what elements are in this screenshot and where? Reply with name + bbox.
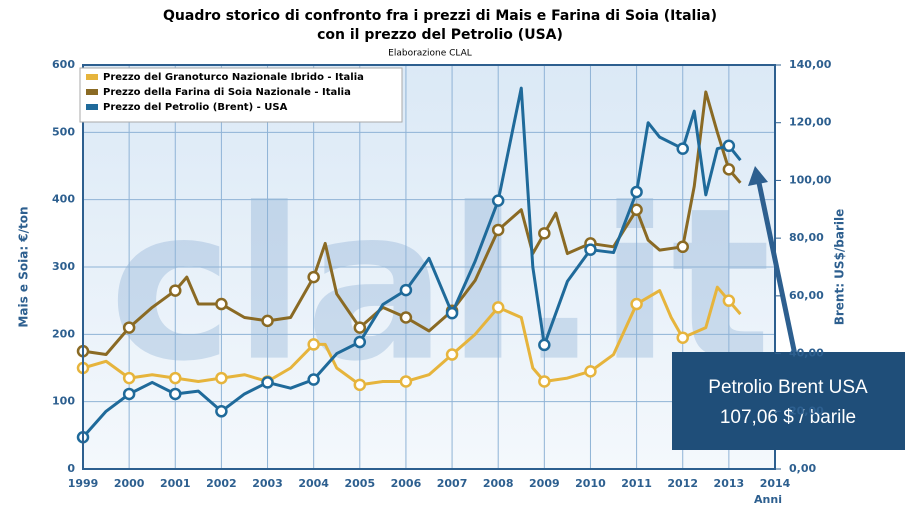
x-tick-label: 2006 <box>391 477 422 490</box>
data-point <box>307 338 320 351</box>
data-point <box>538 227 551 240</box>
x-tick-label: 2008 <box>483 477 514 490</box>
data-line <box>81 86 742 439</box>
x-tick-label: 2011 <box>621 477 652 490</box>
data-point <box>261 314 274 328</box>
data-point <box>169 387 182 401</box>
annotation-arrowhead <box>748 166 768 186</box>
y2-tick-label: 120,00 <box>789 116 832 129</box>
legend: Prezzo del Granoturco Nazionale Ibrido -… <box>79 67 403 123</box>
data-point <box>491 194 505 207</box>
annotation-text: Petrolio Brent USA <box>708 377 868 398</box>
lines <box>76 86 742 444</box>
annotation-arrow <box>755 177 798 356</box>
data-point <box>630 185 643 199</box>
x-tick-label: 2013 <box>714 477 745 490</box>
data-point <box>169 371 182 385</box>
data-point <box>445 306 459 320</box>
data-point <box>722 294 736 307</box>
data-point <box>399 283 413 297</box>
chart-title: Quadro storico di confronto fra i prezzi… <box>163 8 717 24</box>
data-point <box>353 378 367 392</box>
data-point <box>122 321 136 334</box>
data-point <box>538 338 551 352</box>
data-point <box>215 371 228 385</box>
data-point <box>630 203 643 217</box>
x-tick-label: 2002 <box>206 477 237 490</box>
data-point <box>676 142 689 155</box>
chart-subtitle: Elaborazione CLAL <box>388 49 472 59</box>
legend-box <box>79 67 403 123</box>
legend-swatch <box>86 104 98 110</box>
x-tick-label: 2009 <box>529 477 560 490</box>
data-point <box>307 270 320 284</box>
legend-label: Prezzo del Petrolio (Brent) - USA <box>103 102 288 113</box>
data-point <box>676 331 689 344</box>
data-point <box>261 376 274 389</box>
data-point <box>538 375 551 388</box>
annotation-box <box>672 352 905 450</box>
data-point <box>307 373 320 386</box>
y2-tick-label: 0,00 <box>789 462 816 475</box>
data-point <box>584 243 597 256</box>
data-point <box>676 240 689 254</box>
data-point <box>353 335 367 349</box>
x-axis-label: Anni <box>754 493 782 506</box>
data-point <box>491 223 505 237</box>
x-tick-label: 1999 <box>68 477 99 490</box>
data-point <box>122 371 136 385</box>
legend-swatch <box>86 74 98 80</box>
x-tick-label: 2010 <box>575 477 606 490</box>
data-point <box>722 139 736 153</box>
x-tick-label: 2007 <box>437 477 468 490</box>
data-point <box>215 405 228 418</box>
x-tick-label: 2012 <box>667 477 698 490</box>
y2-tick-label: 40,00 <box>789 347 824 360</box>
y2-tick-label: 100,00 <box>789 173 832 186</box>
y-tick-label: 500 <box>52 125 75 138</box>
data-point <box>445 348 459 361</box>
y2-tick-label: 60,00 <box>789 289 824 302</box>
data-line <box>82 285 742 387</box>
y-tick-label: 200 <box>52 327 75 340</box>
x-tick-label: 2005 <box>344 477 375 490</box>
data-point <box>399 311 413 324</box>
data-point <box>491 301 505 314</box>
x-tick-label: 2014 <box>760 477 791 490</box>
data-point <box>353 321 367 334</box>
legend-label: Prezzo del Granoturco Nazionale Ibrido -… <box>103 72 364 83</box>
y2-tick-label: 80,00 <box>789 231 824 244</box>
y-tick-label: 600 <box>52 58 75 71</box>
x-tick-label: 2001 <box>160 477 191 490</box>
x-tick-label: 2003 <box>252 477 283 490</box>
y2-tick-label: 20,00 <box>789 404 824 417</box>
legend-swatch <box>86 89 98 95</box>
data-point <box>584 365 597 378</box>
x-tick-label: 2000 <box>114 477 145 490</box>
y-tick-label: 100 <box>52 395 75 408</box>
y-tick-label: 300 <box>52 260 75 273</box>
data-point <box>722 163 736 176</box>
legend-label: Prezzo della Farina di Soia Nazionale - … <box>103 87 351 98</box>
y-tick-label: 400 <box>52 193 75 206</box>
y2-tick-label: 140,00 <box>789 58 832 71</box>
data-point <box>169 284 182 297</box>
y-axis-label: Mais e Soia: €/ton <box>17 206 31 327</box>
y-tick-label: 0 <box>67 462 75 475</box>
data-point <box>399 375 413 388</box>
chart-title-line2: con il prezzo del Petrolio (USA) <box>317 27 563 43</box>
data-point <box>122 387 136 401</box>
x-tick-label: 2004 <box>298 477 329 490</box>
data-point <box>215 297 228 311</box>
annotation-text: 107,06 $ / barile <box>720 407 856 428</box>
data-point <box>630 297 643 311</box>
y2-axis-label: Brent: US$/barile <box>833 209 847 326</box>
